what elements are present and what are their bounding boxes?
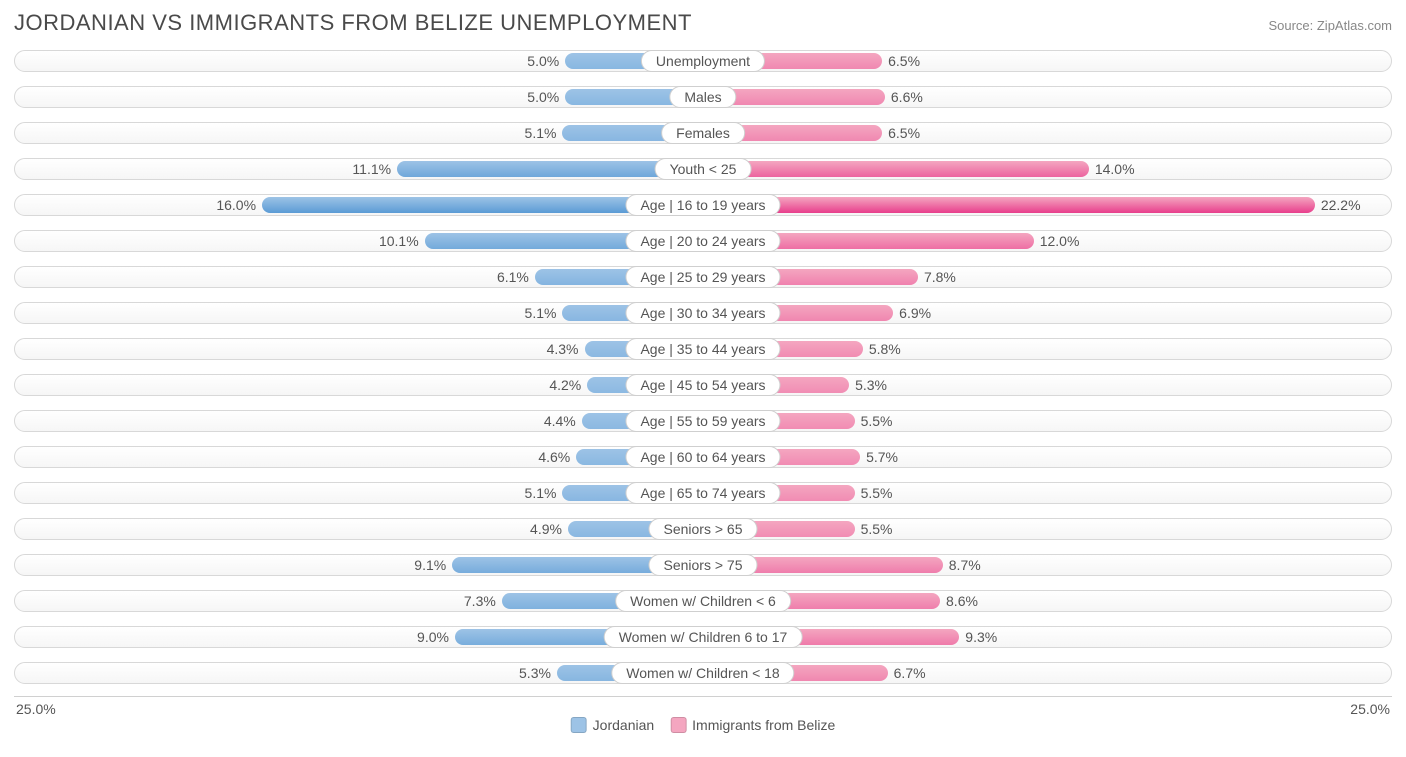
value-left: 9.0% (417, 629, 449, 645)
value-right: 5.5% (861, 485, 893, 501)
value-right: 14.0% (1095, 161, 1135, 177)
chart-title: JORDANIAN VS IMMIGRANTS FROM BELIZE UNEM… (14, 10, 692, 36)
value-left: 4.6% (538, 449, 570, 465)
value-left: 5.0% (527, 89, 559, 105)
category-label: Seniors > 65 (649, 518, 758, 540)
legend-swatch-icon (670, 717, 686, 733)
legend-item-jordanian: Jordanian (571, 717, 655, 733)
category-label: Age | 55 to 59 years (625, 410, 780, 432)
chart-row: 5.1% 6.9% Age | 30 to 34 years (14, 298, 1392, 328)
value-right: 6.9% (899, 305, 931, 321)
value-right: 9.3% (965, 629, 997, 645)
chart-row: 10.1% 12.0% Age | 20 to 24 years (14, 226, 1392, 256)
category-label: Women w/ Children 6 to 17 (604, 626, 803, 648)
chart-row: 4.2% 5.3% Age | 45 to 54 years (14, 370, 1392, 400)
value-right: 5.5% (861, 521, 893, 537)
chart-row: 4.6% 5.7% Age | 60 to 64 years (14, 442, 1392, 472)
value-left: 5.3% (519, 665, 551, 681)
value-right: 5.5% (861, 413, 893, 429)
value-left: 9.1% (414, 557, 446, 573)
chart-row: 5.3% 6.7% Women w/ Children < 18 (14, 658, 1392, 688)
chart-row: 5.1% 5.5% Age | 65 to 74 years (14, 478, 1392, 508)
legend-swatch-icon (571, 717, 587, 733)
chart-row: 6.1% 7.8% Age | 25 to 29 years (14, 262, 1392, 292)
bar-right (703, 161, 1089, 177)
value-left: 7.3% (464, 593, 496, 609)
value-left: 4.4% (544, 413, 576, 429)
value-right: 6.5% (888, 125, 920, 141)
category-label: Age | 16 to 19 years (625, 194, 780, 216)
legend-label: Immigrants from Belize (692, 717, 835, 733)
chart-row: 4.4% 5.5% Age | 55 to 59 years (14, 406, 1392, 436)
value-left: 11.1% (352, 161, 391, 177)
value-right: 7.8% (924, 269, 956, 285)
bar-right (703, 197, 1315, 213)
chart-row: 5.0% 6.6% Males (14, 82, 1392, 112)
value-right: 22.2% (1321, 197, 1361, 213)
chart-row: 4.3% 5.8% Age | 35 to 44 years (14, 334, 1392, 364)
chart-row: 4.9% 5.5% Seniors > 65 (14, 514, 1392, 544)
header: JORDANIAN VS IMMIGRANTS FROM BELIZE UNEM… (14, 10, 1392, 36)
chart-row: 7.3% 8.6% Women w/ Children < 6 (14, 586, 1392, 616)
value-right: 6.7% (894, 665, 926, 681)
category-label: Females (661, 122, 745, 144)
category-label: Women w/ Children < 18 (611, 662, 794, 684)
category-label: Age | 20 to 24 years (625, 230, 780, 252)
source-attribution: Source: ZipAtlas.com (1268, 18, 1392, 33)
value-left: 4.9% (530, 521, 562, 537)
value-right: 5.7% (866, 449, 898, 465)
value-right: 6.6% (891, 89, 923, 105)
category-label: Age | 60 to 64 years (625, 446, 780, 468)
legend-label: Jordanian (593, 717, 655, 733)
chart-row: 5.0% 6.5% Unemployment (14, 46, 1392, 76)
category-label: Women w/ Children < 6 (615, 590, 791, 612)
category-label: Age | 35 to 44 years (625, 338, 780, 360)
value-left: 16.0% (216, 197, 256, 213)
value-left: 5.1% (525, 125, 557, 141)
category-label: Seniors > 75 (649, 554, 758, 576)
value-right: 5.3% (855, 377, 887, 393)
category-label: Youth < 25 (655, 158, 752, 180)
value-right: 8.7% (949, 557, 981, 573)
value-right: 5.8% (869, 341, 901, 357)
category-label: Age | 25 to 29 years (625, 266, 780, 288)
value-left: 10.1% (379, 233, 419, 249)
chart-row: 16.0% 22.2% Age | 16 to 19 years (14, 190, 1392, 220)
category-label: Males (669, 86, 736, 108)
chart-row: 9.1% 8.7% Seniors > 75 (14, 550, 1392, 580)
value-right: 12.0% (1040, 233, 1080, 249)
axis-max-right: 25.0% (1350, 701, 1390, 717)
value-left: 5.1% (525, 485, 557, 501)
category-label: Unemployment (641, 50, 765, 72)
value-left: 4.3% (547, 341, 579, 357)
value-right: 8.6% (946, 593, 978, 609)
value-left: 5.0% (527, 53, 559, 69)
chart-row: 9.0% 9.3% Women w/ Children 6 to 17 (14, 622, 1392, 652)
chart-row: 11.1% 14.0% Youth < 25 (14, 154, 1392, 184)
value-left: 6.1% (497, 269, 529, 285)
value-left: 4.2% (549, 377, 581, 393)
value-left: 5.1% (525, 305, 557, 321)
legend-item-belize: Immigrants from Belize (670, 717, 835, 733)
legend: Jordanian Immigrants from Belize (571, 717, 836, 733)
category-label: Age | 30 to 34 years (625, 302, 780, 324)
category-label: Age | 65 to 74 years (625, 482, 780, 504)
chart-footer: 25.0% 25.0% Jordanian Immigrants from Be… (14, 697, 1392, 721)
diverging-bar-chart: 5.0% 6.5% Unemployment 5.0% 6.6% Males 5.1% 6.5… (14, 46, 1392, 697)
category-label: Age | 45 to 54 years (625, 374, 780, 396)
chart-row: 5.1% 6.5% Females (14, 118, 1392, 148)
value-right: 6.5% (888, 53, 920, 69)
axis-max-left: 25.0% (16, 701, 56, 717)
